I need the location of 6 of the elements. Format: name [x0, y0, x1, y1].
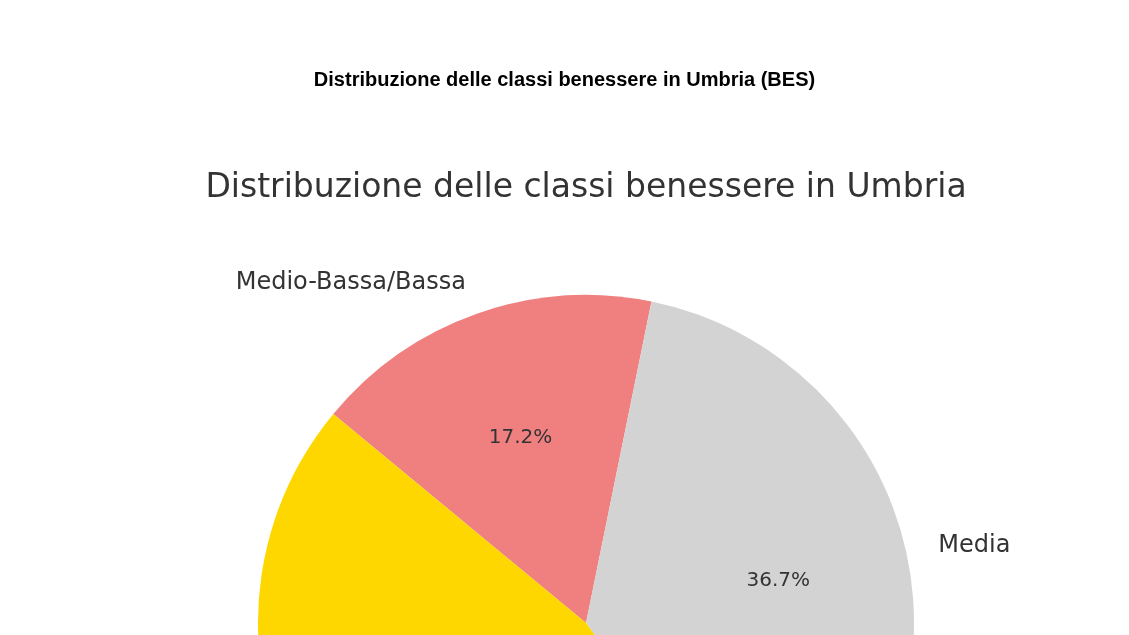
slice-label: Medio-Bassa/Bassa [235, 267, 466, 295]
data-label: 17.2% [488, 423, 553, 448]
chart-subtitle: Distribuzione delle classi benessere in Umbria [204, 166, 968, 205]
chart-title: Distribuzione delle classi benessere in Umbria (BES) [312, 68, 817, 91]
slice-label: Media [938, 529, 1011, 558]
data-label: 36.7% [746, 566, 810, 591]
